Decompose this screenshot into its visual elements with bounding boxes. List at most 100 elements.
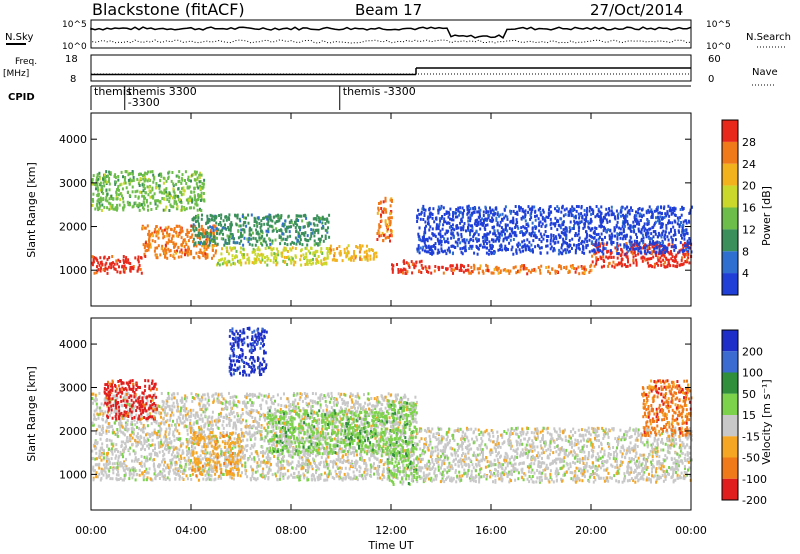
data-cell xyxy=(220,213,223,217)
data-cell xyxy=(285,256,288,259)
data-cell xyxy=(224,223,226,227)
data-cell xyxy=(92,174,95,178)
data-cell xyxy=(96,205,99,209)
data-cell xyxy=(286,243,289,247)
data-cell xyxy=(190,448,193,452)
data-cell xyxy=(320,250,322,254)
data-cell xyxy=(184,248,187,252)
data-cell xyxy=(316,223,319,227)
data-cell xyxy=(189,195,192,199)
data-cell xyxy=(493,232,496,236)
data-cell xyxy=(211,238,214,242)
data-cell xyxy=(277,410,280,414)
data-cell xyxy=(493,225,495,229)
data-cell xyxy=(653,265,656,269)
data-cell xyxy=(440,240,443,243)
data-cell xyxy=(325,247,328,250)
data-cell xyxy=(294,398,297,402)
data-cell xyxy=(173,227,176,230)
data-cell xyxy=(127,173,130,177)
data-cell xyxy=(688,261,691,265)
data-cell xyxy=(639,245,642,249)
data-cell xyxy=(548,212,550,216)
data-cell xyxy=(437,211,440,215)
data-cell xyxy=(282,259,285,263)
data-cell xyxy=(504,236,507,240)
data-cell xyxy=(386,226,389,230)
data-cell xyxy=(98,263,101,267)
data-cell xyxy=(653,247,656,251)
data-cell xyxy=(468,247,471,250)
data-cell xyxy=(673,209,676,213)
data-cell xyxy=(664,212,667,216)
data-cell xyxy=(329,244,332,248)
data-cell xyxy=(199,199,202,202)
data-cell xyxy=(658,251,661,255)
data-cell xyxy=(604,247,607,251)
data-cell xyxy=(591,260,594,264)
data-cell xyxy=(299,238,302,242)
data-cell xyxy=(165,194,168,198)
data-cell xyxy=(502,268,505,272)
data-cell xyxy=(326,413,329,417)
data-cell xyxy=(354,256,357,260)
data-cell xyxy=(469,219,472,223)
data-cell xyxy=(538,238,541,241)
data-cell xyxy=(346,246,349,250)
data-cell xyxy=(523,226,526,230)
data-cell xyxy=(438,232,441,236)
data-cell xyxy=(240,228,243,232)
data-cell xyxy=(672,233,675,237)
data-cell xyxy=(554,224,557,228)
data-cell xyxy=(441,215,444,218)
data-cell xyxy=(97,208,100,212)
data-cell xyxy=(417,246,420,250)
data-cell xyxy=(262,475,264,479)
data-cell xyxy=(287,225,290,229)
data-cell xyxy=(185,438,188,441)
data-cell xyxy=(100,188,103,192)
data-cell xyxy=(623,243,626,247)
data-cell xyxy=(413,412,416,416)
data-cell xyxy=(421,236,424,240)
data-cell xyxy=(252,236,255,240)
data-cell xyxy=(187,410,190,414)
data-cell xyxy=(317,261,320,264)
data-cell xyxy=(418,212,421,216)
data-cell xyxy=(557,233,560,237)
data-cell xyxy=(200,191,203,195)
data-cell xyxy=(290,255,293,259)
data-cell xyxy=(235,249,238,253)
data-cell xyxy=(430,271,433,275)
data-cell xyxy=(128,182,131,186)
data-cell xyxy=(194,416,197,420)
data-cell xyxy=(316,423,319,427)
data-cell xyxy=(520,230,523,234)
data-cell xyxy=(172,447,175,451)
data-cell xyxy=(554,222,557,226)
data-cell xyxy=(393,406,396,410)
noise-tick-left-bottom: 10^0 xyxy=(62,42,87,52)
data-cell xyxy=(624,220,627,224)
data-cell xyxy=(192,413,195,417)
data-cell xyxy=(166,227,169,231)
y-tick-label: 2000 xyxy=(59,221,87,234)
data-cell xyxy=(604,235,606,239)
data-cell xyxy=(375,400,378,404)
data-cell xyxy=(315,261,318,265)
data-cell xyxy=(403,262,406,265)
data-cell xyxy=(640,256,643,260)
data-cell xyxy=(195,170,198,174)
data-cell xyxy=(562,214,565,218)
data-cell xyxy=(621,221,624,225)
data-cell xyxy=(245,216,247,220)
data-cell xyxy=(330,397,333,401)
data-cell xyxy=(638,241,641,245)
data-cell xyxy=(96,182,98,186)
data-cell xyxy=(465,238,468,242)
data-cell xyxy=(168,234,171,238)
data-cell xyxy=(636,222,638,226)
data-cell xyxy=(113,267,116,271)
data-cell xyxy=(180,230,183,234)
data-cell xyxy=(97,192,100,196)
